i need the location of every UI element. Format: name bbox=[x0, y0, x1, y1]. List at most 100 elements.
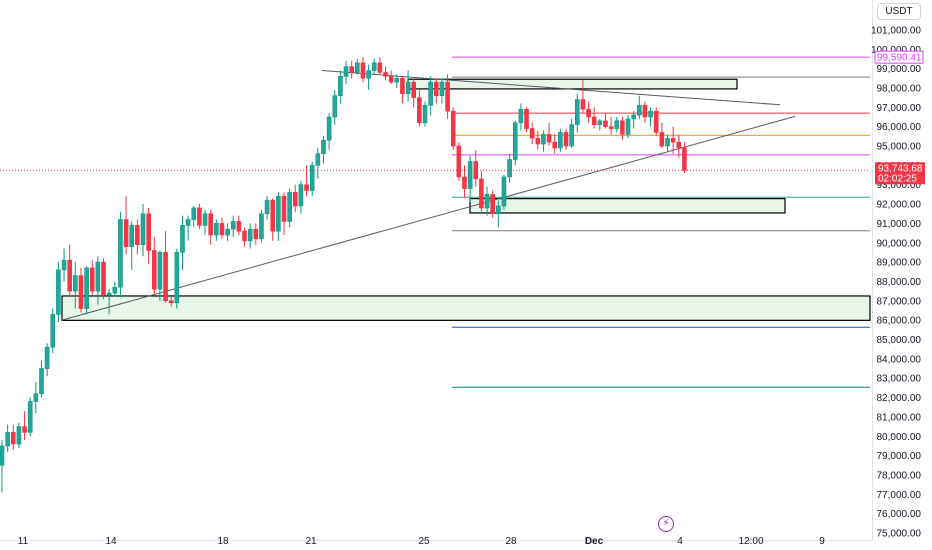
price-tick-label: 81,000.00 bbox=[877, 412, 922, 423]
zones-layer bbox=[61, 78, 871, 321]
candle bbox=[61, 248, 67, 282]
candle bbox=[332, 89, 338, 125]
candle bbox=[541, 130, 546, 152]
candle bbox=[338, 70, 343, 104]
candle bbox=[603, 113, 608, 129]
candle bbox=[253, 223, 259, 245]
price-tick-label: 93,000.00 bbox=[877, 180, 922, 191]
candles-layer bbox=[0, 56, 687, 493]
trendline[interactable] bbox=[61, 115, 796, 321]
price-tick-label: 77,000.00 bbox=[877, 490, 922, 501]
candle bbox=[507, 153, 512, 183]
candle bbox=[146, 207, 151, 265]
candle bbox=[388, 70, 394, 85]
price-tick-label: 96,000.00 bbox=[877, 122, 922, 133]
candle bbox=[287, 188, 292, 228]
lightning-icon[interactable]: ⚡ bbox=[658, 516, 674, 532]
time-tick-label: Dec bbox=[585, 536, 604, 547]
candle bbox=[467, 155, 473, 203]
candle bbox=[292, 184, 298, 212]
candle bbox=[648, 107, 653, 127]
candle bbox=[33, 382, 39, 414]
candle bbox=[151, 236, 157, 295]
candle bbox=[496, 200, 501, 228]
candle bbox=[563, 128, 569, 150]
candle bbox=[360, 56, 366, 83]
candle bbox=[208, 209, 213, 245]
price-tick-label: 80,000.00 bbox=[877, 432, 922, 443]
candle bbox=[479, 171, 484, 212]
candle bbox=[315, 147, 321, 179]
time-tick-label: 11 bbox=[18, 536, 29, 547]
candle bbox=[225, 223, 230, 241]
price-tick-label: 82,000.00 bbox=[877, 393, 922, 404]
price-tick-label: 99,000.00 bbox=[877, 64, 922, 75]
support-resistance-zone[interactable] bbox=[469, 198, 786, 214]
price-tick-label: 78,000.00 bbox=[877, 470, 922, 481]
candle bbox=[95, 256, 101, 305]
candle bbox=[591, 107, 597, 129]
candle bbox=[129, 221, 135, 270]
price-tick-label: 97,000.00 bbox=[877, 103, 922, 114]
candle bbox=[101, 258, 106, 299]
trendline[interactable] bbox=[321, 70, 781, 106]
candle bbox=[653, 107, 659, 137]
time-tick-label: 21 bbox=[305, 536, 317, 547]
candle bbox=[631, 111, 636, 129]
candle bbox=[400, 76, 405, 104]
candle bbox=[214, 219, 219, 241]
candle bbox=[450, 107, 456, 150]
price-tick-label: 95,000.00 bbox=[877, 142, 922, 153]
price-tick-label: 83,000.00 bbox=[877, 374, 922, 385]
support-resistance-zone[interactable] bbox=[61, 295, 871, 321]
candle bbox=[614, 116, 620, 133]
price-tick-label: 75,000.00 bbox=[877, 529, 922, 540]
highlighted-level-label: 99,590.41 bbox=[877, 53, 922, 64]
candle bbox=[642, 101, 648, 123]
candle bbox=[39, 360, 44, 398]
candle bbox=[343, 60, 349, 85]
candle bbox=[10, 424, 16, 450]
candle bbox=[180, 215, 185, 270]
candle bbox=[281, 192, 287, 236]
candle bbox=[428, 76, 433, 116]
candle bbox=[219, 217, 225, 239]
candle bbox=[242, 227, 247, 247]
candle bbox=[349, 60, 354, 79]
candle bbox=[546, 122, 552, 146]
candle bbox=[236, 215, 242, 236]
candle bbox=[174, 248, 180, 309]
candle bbox=[535, 130, 541, 150]
candle bbox=[456, 142, 462, 181]
candle bbox=[202, 209, 208, 236]
candle bbox=[574, 93, 580, 133]
candle bbox=[78, 267, 84, 313]
candle bbox=[355, 58, 360, 75]
trendlines-layer bbox=[61, 70, 796, 321]
candle bbox=[665, 134, 670, 152]
price-axis: 75,000.00 76,000.00 77,000.00 78,000.00 79,0… bbox=[871, 0, 921, 540]
candle bbox=[259, 209, 264, 243]
candle bbox=[439, 78, 445, 104]
candle bbox=[16, 422, 22, 448]
candle bbox=[56, 262, 61, 323]
candle bbox=[73, 262, 78, 309]
candle bbox=[191, 205, 197, 228]
candle bbox=[118, 211, 123, 297]
candle bbox=[462, 165, 467, 199]
candle bbox=[552, 134, 558, 154]
currency-label[interactable]: USDT bbox=[877, 3, 921, 20]
candle bbox=[377, 56, 383, 75]
candle bbox=[484, 186, 490, 216]
candle bbox=[371, 58, 377, 75]
candle bbox=[524, 107, 529, 133]
price-tick-label: 98,000.00 bbox=[877, 83, 922, 94]
current-price-tag bbox=[875, 162, 925, 185]
candle bbox=[569, 118, 574, 148]
time-tick-label: 12:00 bbox=[738, 536, 763, 547]
countdown-label: 02:02:25 bbox=[878, 173, 917, 184]
candle bbox=[276, 192, 281, 241]
levels-layer bbox=[452, 56, 870, 388]
candle bbox=[620, 116, 625, 141]
